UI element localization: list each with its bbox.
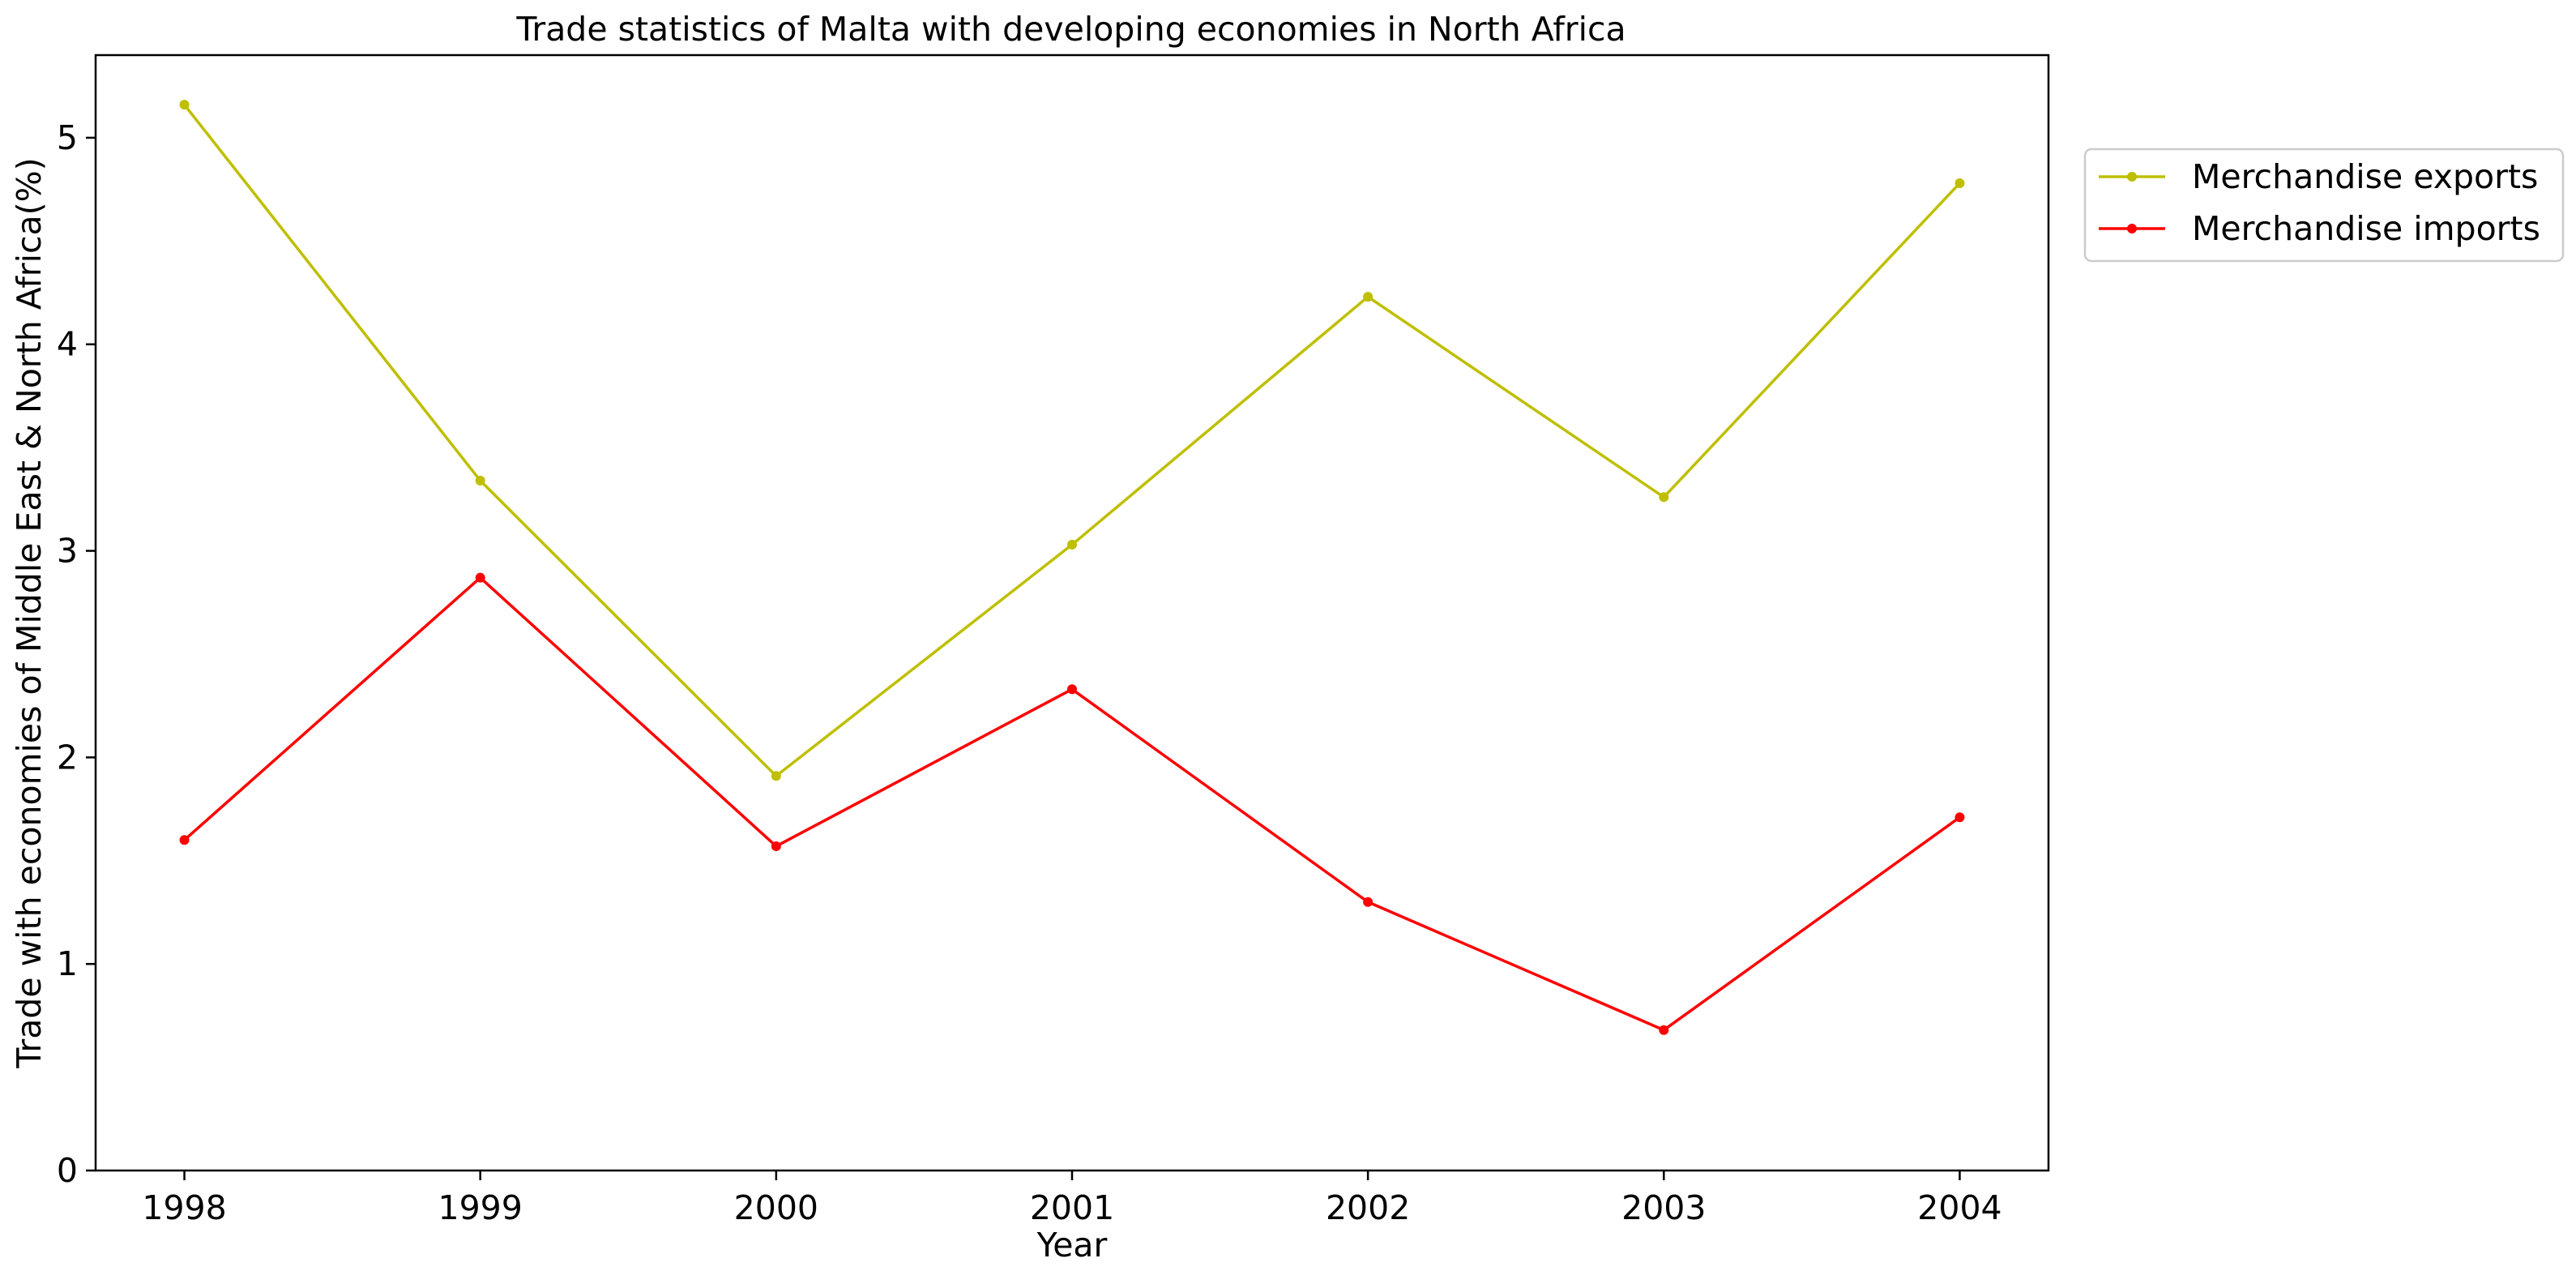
series-line-merchandise-imports <box>183 576 1961 1032</box>
plot-area <box>94 54 2050 1172</box>
x-tick-label: 1998 <box>142 1188 226 1227</box>
x-tick-label: 2001 <box>1030 1188 1114 1227</box>
x-axis: 1998 1999 2000 2001 2002 2003 2004 <box>142 1171 2002 1227</box>
y-tick-label: 5 <box>57 118 78 157</box>
legend-frame <box>2083 148 2565 263</box>
legend-marker-merchandise-imports <box>2127 224 2137 233</box>
data-point-merchandise-imports <box>771 841 781 851</box>
legend-label-merchandise-imports: Merchandise imports <box>2192 209 2540 248</box>
data-point-merchandise-exports <box>1067 539 1077 550</box>
legend-marker-merchandise-exports <box>2127 172 2137 182</box>
x-tick-label: 2002 <box>1326 1188 1410 1227</box>
x-tick-label: 2003 <box>1621 1188 1706 1227</box>
data-point-merchandise-exports <box>1659 492 1669 503</box>
series-layer <box>179 100 1965 1035</box>
data-point-merchandise-imports <box>1363 897 1373 907</box>
data-point-merchandise-exports <box>771 771 781 781</box>
data-point-merchandise-exports <box>1363 292 1373 302</box>
x-tick-label: 1999 <box>438 1188 523 1227</box>
data-point-merchandise-exports <box>179 100 190 110</box>
y-axis-label: Trade with economies of Middle East & No… <box>10 157 49 1068</box>
data-point-merchandise-imports <box>1954 812 1965 823</box>
series-line-merchandise-exports <box>183 104 1961 778</box>
y-tick-label: 4 <box>57 325 78 364</box>
data-point-merchandise-imports <box>179 835 190 845</box>
y-axis: 0 1 2 3 4 5 <box>57 118 96 1190</box>
chart-title: Trade statistics of Malta with developin… <box>515 10 1625 49</box>
data-point-merchandise-imports <box>1067 684 1077 695</box>
x-tick-label: 2004 <box>1917 1188 2001 1227</box>
y-tick-label: 3 <box>57 532 78 571</box>
data-point-merchandise-imports <box>475 572 485 583</box>
data-point-merchandise-imports <box>1659 1025 1669 1035</box>
data-point-merchandise-exports <box>475 475 485 486</box>
y-tick-label: 2 <box>57 738 78 777</box>
y-tick-label: 0 <box>57 1151 78 1190</box>
x-axis-label: Year <box>1036 1226 1108 1265</box>
legend-label-merchandise-exports: Merchandise exports <box>2192 157 2538 196</box>
data-point-merchandise-exports <box>1954 178 1965 188</box>
y-tick-label: 1 <box>57 944 78 983</box>
legend: Merchandise exports Merchandise imports <box>2083 148 2565 263</box>
x-tick-label: 2000 <box>734 1188 818 1227</box>
